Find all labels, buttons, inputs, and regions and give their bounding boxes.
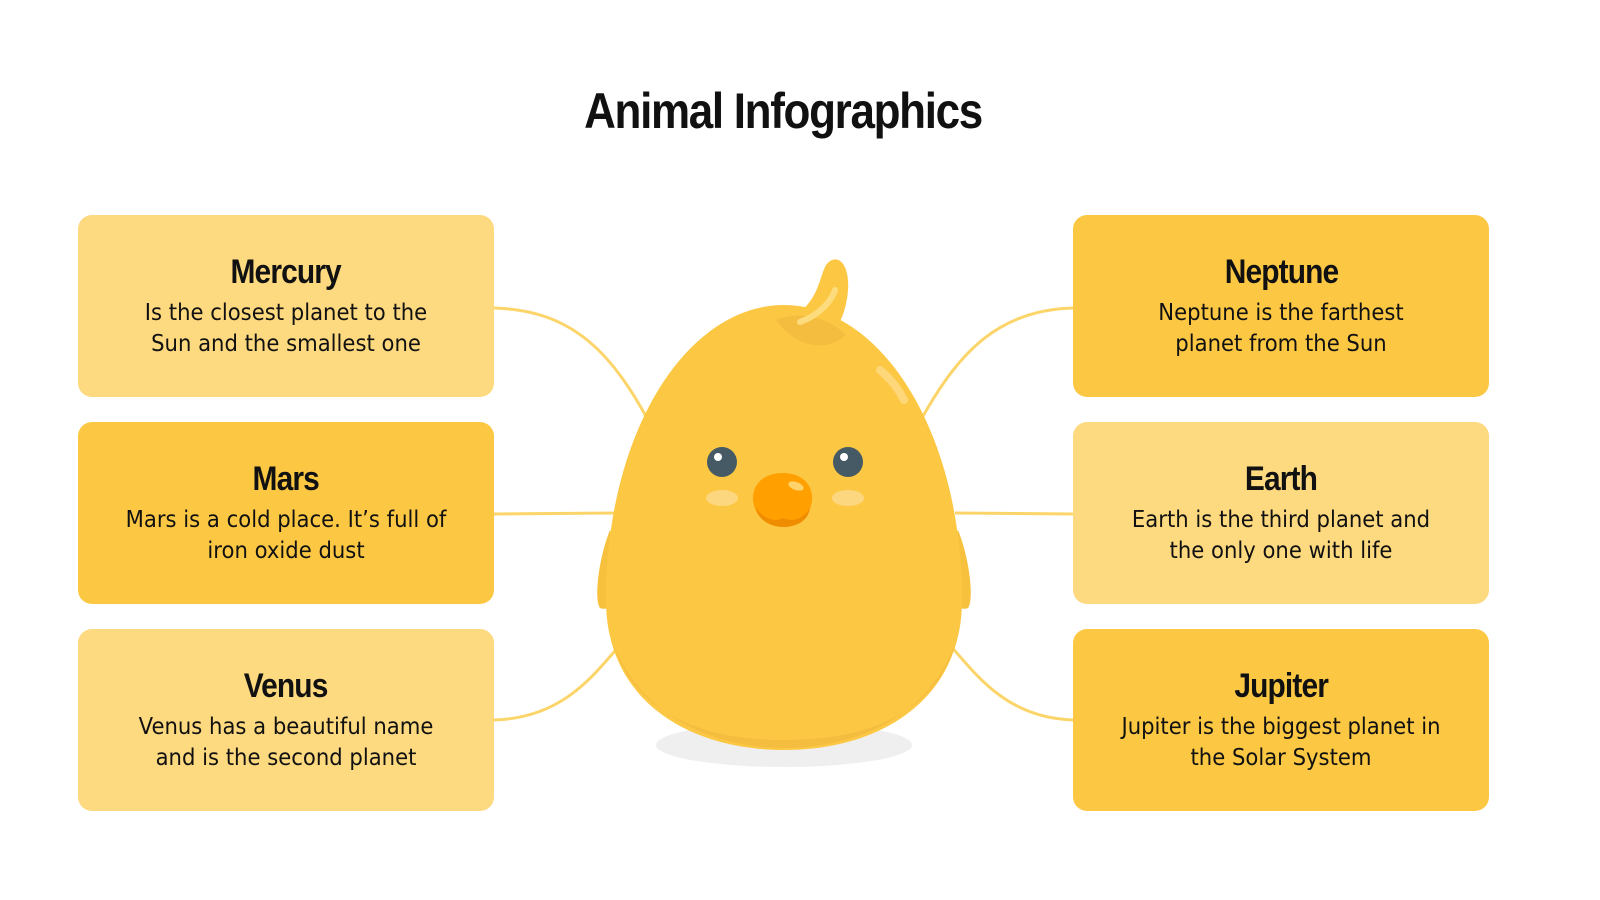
connector-neptune: [920, 306, 1074, 419]
card-text: Venus has a beautiful name and is the se…: [138, 713, 434, 771]
tuft-highlight: [797, 287, 838, 325]
card-title: Neptune: [1224, 252, 1338, 291]
card-earth: Earth Earth is the third planet and the …: [1073, 422, 1489, 604]
connector-mars: [493, 511, 616, 516]
card-text: Mars is a cold place. It’s full of iron …: [125, 506, 447, 564]
connector-lines: [493, 306, 1074, 722]
card-title: Mercury: [230, 252, 342, 291]
card-title: Mars: [252, 459, 320, 498]
cheek-right: [832, 490, 864, 506]
card-mars: Mars Mars is a cold place. It’s full of …: [78, 422, 494, 604]
card-venus: Venus Venus has a beautiful name and is …: [78, 629, 494, 811]
page-title: Animal Infographics: [584, 83, 983, 139]
card-title: Earth: [1244, 459, 1318, 498]
eye-right-icon: [833, 447, 863, 477]
tuft-shade: [776, 315, 846, 346]
connector-earth: [954, 511, 1074, 516]
card-text: Earth is the third planet and the only o…: [1131, 506, 1431, 564]
cheek-left: [706, 490, 738, 506]
body: [606, 305, 962, 750]
connector-venus: [493, 644, 622, 722]
card-neptune: Neptune Neptune is the farthest planet f…: [1073, 215, 1489, 397]
card-title: Jupiter: [1234, 666, 1328, 705]
card-jupiter: Jupiter Jupiter is the biggest planet in…: [1073, 629, 1489, 811]
card-mercury: Mercury Is the closest planet to the Sun…: [78, 215, 494, 397]
card-text: Is the closest planet to the Sun and the…: [144, 299, 428, 357]
connector-jupiter: [948, 644, 1074, 722]
card-text: Neptune is the farthest planet from the …: [1158, 299, 1404, 357]
card-text: Jupiter is the biggest planet in the Sol…: [1121, 713, 1441, 771]
card-title: Venus: [244, 666, 329, 705]
body-highlight: [876, 366, 908, 404]
connector-mercury: [493, 306, 650, 421]
eye-left-icon: [707, 447, 737, 477]
